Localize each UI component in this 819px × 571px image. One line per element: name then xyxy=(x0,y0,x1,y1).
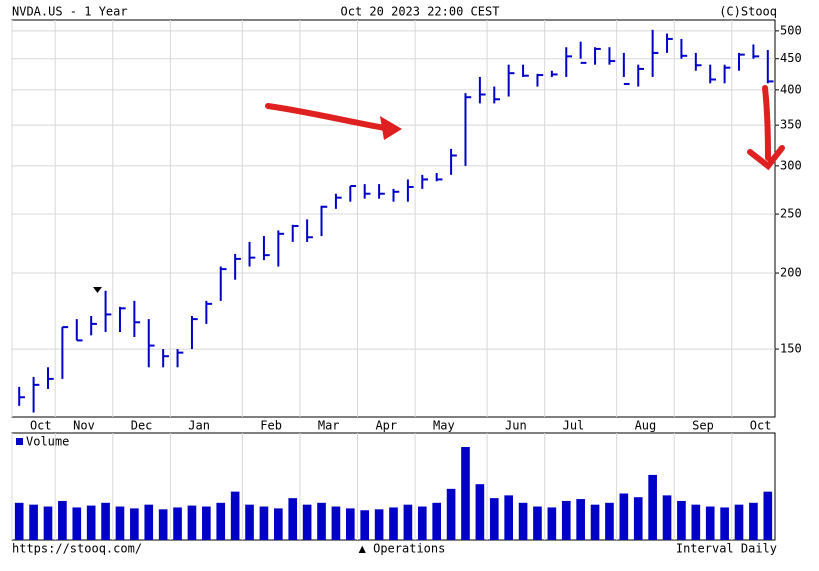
volume-bar xyxy=(561,500,571,540)
volume-bar xyxy=(115,506,125,540)
volume-bar xyxy=(662,495,672,540)
volume-bar xyxy=(461,447,470,540)
event-marker xyxy=(93,287,102,293)
volume-bar xyxy=(403,504,413,540)
volume-bar xyxy=(533,506,542,540)
volume-bar xyxy=(216,502,226,540)
volume-bar xyxy=(734,504,744,540)
volume-bar xyxy=(547,507,557,540)
volume-bar xyxy=(230,491,240,540)
x-tick-label: Jan xyxy=(188,419,210,433)
x-tick-label: Apr xyxy=(375,419,397,433)
copyright: (C)Stooq xyxy=(719,5,777,19)
volume-bar xyxy=(691,504,701,540)
volume-bar xyxy=(259,506,269,540)
volume-bar xyxy=(576,499,585,540)
x-tick-label: May xyxy=(433,419,455,433)
volume-bar xyxy=(504,495,513,540)
volume-bar xyxy=(648,474,657,540)
volume-bar xyxy=(86,505,96,540)
volume-bar xyxy=(518,502,528,540)
operations[interactable]: ▲ Operations xyxy=(359,542,446,556)
y-tick-label: 200 xyxy=(780,266,802,280)
volume-legend: Volume xyxy=(26,435,69,449)
volume-bar xyxy=(417,506,427,540)
volume-bar xyxy=(345,508,355,540)
plot-frame xyxy=(11,19,776,418)
volume-bar xyxy=(14,502,24,540)
volume-bar xyxy=(633,497,643,540)
y-tick-label: 400 xyxy=(780,82,802,96)
volume-bar xyxy=(489,498,499,540)
volume-bar xyxy=(720,507,729,540)
volume-bar xyxy=(331,506,341,540)
y-tick-label: 350 xyxy=(780,118,802,132)
y-tick-label: 450 xyxy=(780,51,802,65)
volume-bar xyxy=(374,509,384,540)
annotation-arrow xyxy=(265,103,388,131)
y-tick-label: 500 xyxy=(780,23,802,37)
volume-bar xyxy=(173,507,182,540)
volume-bar xyxy=(130,508,139,540)
x-tick-label: Mar xyxy=(318,419,340,433)
volume-bar xyxy=(202,506,211,540)
volume-bar xyxy=(360,510,370,540)
volume-bar xyxy=(302,504,312,540)
volume-bar xyxy=(101,502,110,540)
volume-bar xyxy=(158,509,168,540)
x-tick-label: Jun xyxy=(505,419,527,433)
x-tick-label: Feb xyxy=(260,419,282,433)
volume-bar xyxy=(29,504,38,540)
interval: Interval Daily xyxy=(676,542,777,556)
volume-bar xyxy=(763,491,773,540)
volume-bar xyxy=(43,506,53,540)
x-tick-label: Nov xyxy=(73,419,95,433)
volume-bar xyxy=(705,506,715,540)
chart-date: Oct 20 2023 22:00 CEST xyxy=(341,5,500,19)
volume-bar xyxy=(317,502,326,540)
volume-bar xyxy=(187,505,197,540)
volume-bar xyxy=(590,504,600,540)
volume-bar xyxy=(619,493,629,540)
volume-bar xyxy=(446,488,456,540)
x-tick-label: Oct xyxy=(750,419,772,433)
annotation-arrow xyxy=(762,85,771,161)
x-tick-label: Jul xyxy=(563,419,585,433)
volume-bar xyxy=(72,507,82,540)
footer-link[interactable]: https://stooq.com/ xyxy=(12,542,142,556)
x-tick-label: Dec xyxy=(131,419,153,433)
x-tick-label: Oct xyxy=(30,419,52,433)
volume-bar xyxy=(605,502,614,540)
volume-bar xyxy=(677,500,686,540)
volume-bar xyxy=(58,500,67,540)
volume-bar xyxy=(288,498,298,540)
volume-bar xyxy=(144,504,154,540)
volume-bar xyxy=(274,508,283,540)
annotation-arrowhead xyxy=(380,116,402,140)
y-tick-label: 250 xyxy=(780,207,802,221)
x-tick-label: Aug xyxy=(635,419,657,433)
volume-bar xyxy=(475,484,485,540)
x-tick-label: Sep xyxy=(692,419,714,433)
chart-title: NVDA.US - 1 Year xyxy=(12,5,128,19)
annotation-arrowhead xyxy=(747,145,785,171)
volume-bar xyxy=(749,502,758,540)
y-tick-label: 150 xyxy=(780,342,802,356)
volume-bar xyxy=(245,504,254,540)
y-tick-label: 300 xyxy=(780,158,802,172)
volume-legend-swatch xyxy=(16,438,23,445)
volume-bar xyxy=(389,507,398,540)
volume-bar xyxy=(432,502,442,540)
